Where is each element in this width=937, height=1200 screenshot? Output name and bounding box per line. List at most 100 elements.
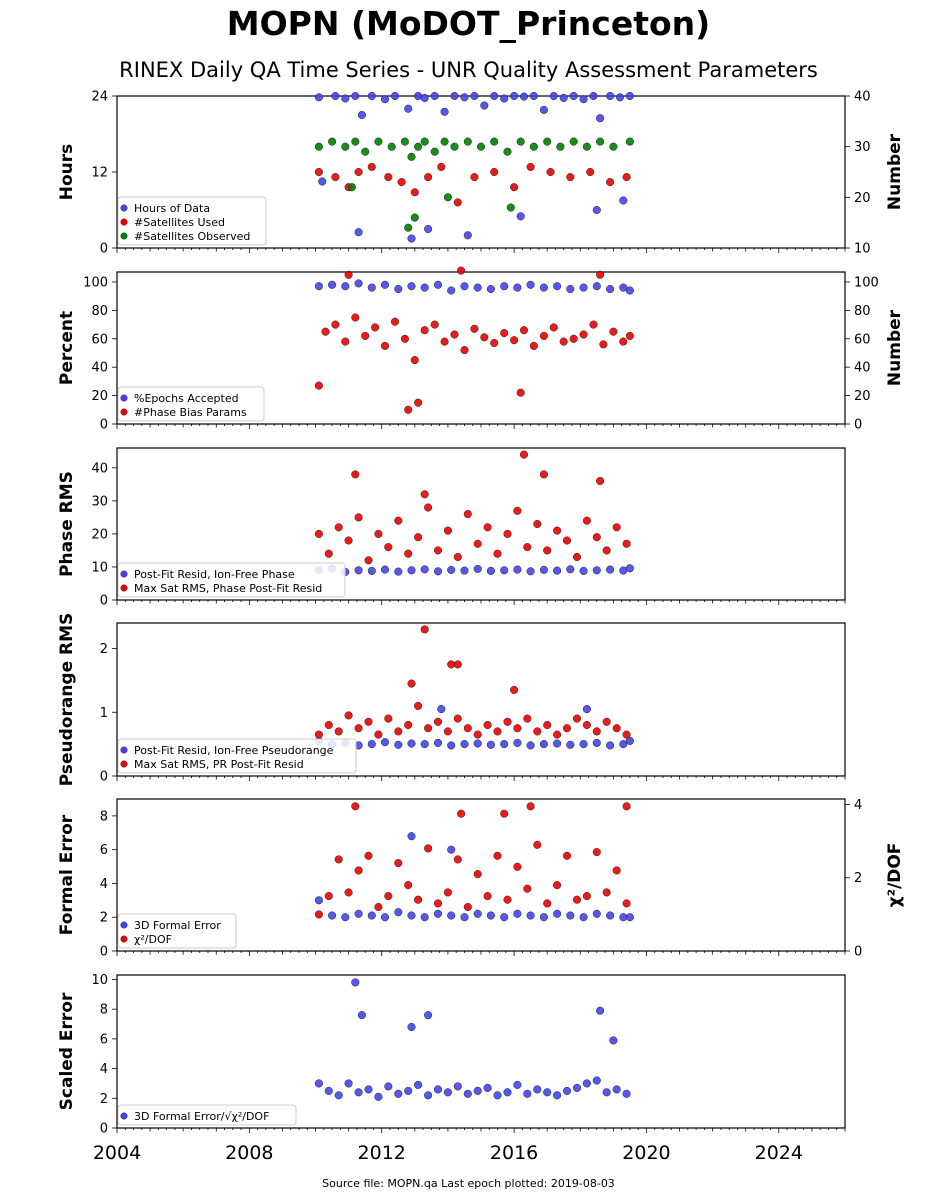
y-tick-label: 20 — [91, 527, 108, 542]
data-point — [328, 137, 337, 146]
figure-subtitle: RINEX Daily QA Time Series - UNR Quality… — [119, 58, 818, 82]
data-point — [539, 565, 548, 574]
data-point — [397, 178, 406, 187]
data-point — [440, 337, 449, 346]
data-point — [334, 855, 343, 864]
data-point — [510, 685, 519, 694]
data-point — [314, 381, 323, 390]
data-point — [486, 911, 495, 920]
data-point — [493, 549, 502, 558]
data-point — [460, 740, 469, 749]
data-point — [344, 888, 353, 897]
data-point — [503, 147, 512, 156]
legend: Hours of Data#Satellites Used#Satellites… — [117, 196, 267, 246]
data-point — [606, 91, 615, 101]
data-point — [374, 529, 383, 538]
data-point — [394, 284, 403, 294]
data-point — [314, 282, 323, 291]
data-point — [460, 566, 469, 575]
data-point — [374, 1092, 383, 1101]
data-point — [490, 338, 499, 348]
data-point — [334, 1091, 343, 1100]
data-point — [566, 911, 575, 920]
data-point — [351, 313, 360, 322]
data-point — [463, 902, 472, 912]
y-tick-label: 10 — [91, 560, 108, 575]
y-tick-label: 10 — [91, 973, 108, 988]
data-point — [562, 1086, 572, 1095]
data-point — [490, 167, 499, 177]
data-point — [513, 724, 522, 733]
y2-tick-label: 80 — [854, 304, 871, 319]
legend-label: Max Sat RMS, PR Post-Fit Resid — [134, 758, 304, 771]
legend-box — [117, 738, 357, 774]
data-point — [394, 567, 403, 576]
data-point — [483, 1083, 492, 1092]
data-point — [314, 910, 323, 919]
data-point — [606, 178, 615, 187]
y-tick-label: 0 — [100, 1122, 108, 1137]
data-point — [609, 142, 618, 151]
data-point — [553, 909, 562, 918]
data-point — [443, 526, 452, 535]
data-point — [463, 231, 472, 240]
data-point — [367, 740, 376, 749]
data-point — [625, 736, 634, 745]
data-point — [321, 327, 330, 336]
data-point — [453, 552, 462, 562]
data-point — [619, 740, 628, 749]
data-point — [463, 510, 472, 519]
data-point — [592, 533, 601, 542]
data-point — [354, 724, 363, 733]
data-point — [344, 536, 353, 545]
legend-label: %Epochs Accepted — [134, 392, 239, 405]
source-footer: Source file: MOPN.qa Last epoch plotted:… — [322, 1177, 615, 1190]
data-point — [404, 405, 413, 414]
data-point — [341, 94, 350, 103]
data-point — [314, 1079, 323, 1088]
data-point — [602, 1088, 611, 1097]
data-point — [394, 908, 403, 917]
data-point — [539, 913, 548, 922]
data-point — [586, 167, 595, 177]
data-point — [351, 802, 360, 811]
legend-label: Max Sat RMS, Phase Post-Fit Resid — [134, 582, 322, 595]
data-point — [569, 334, 578, 343]
data-point — [529, 142, 538, 151]
data-point — [473, 539, 482, 548]
data-point — [354, 566, 363, 575]
data-point — [589, 91, 598, 101]
data-point — [437, 705, 446, 714]
data-point — [510, 183, 519, 192]
data-point — [500, 329, 509, 338]
data-point — [430, 147, 439, 156]
legend-marker — [120, 232, 128, 240]
data-point — [394, 727, 403, 736]
data-point — [390, 317, 400, 326]
y-tick-label: 80 — [91, 304, 108, 319]
data-point — [510, 91, 519, 101]
y-axis-label: Percent — [57, 311, 77, 385]
data-point — [612, 523, 621, 532]
data-point — [414, 142, 423, 151]
y-tick-label: 6 — [100, 1032, 108, 1047]
y-tick-label: 0 — [100, 418, 108, 433]
data-point — [334, 523, 343, 532]
data-point — [384, 173, 393, 182]
legend-label: Post-Fit Resid, Ion-Free Pseudorange — [134, 744, 334, 757]
data-point — [553, 566, 562, 575]
data-point — [622, 730, 631, 739]
data-point — [347, 183, 356, 192]
data-point — [354, 1088, 363, 1097]
data-point — [572, 1083, 582, 1092]
data-point — [562, 724, 572, 733]
data-point — [314, 93, 323, 102]
data-point — [460, 93, 469, 102]
data-point — [473, 1086, 482, 1095]
data-point — [354, 279, 363, 288]
y-tick-label: 40 — [91, 361, 108, 376]
data-point — [519, 326, 529, 335]
data-point — [414, 895, 423, 904]
data-point — [470, 324, 479, 333]
